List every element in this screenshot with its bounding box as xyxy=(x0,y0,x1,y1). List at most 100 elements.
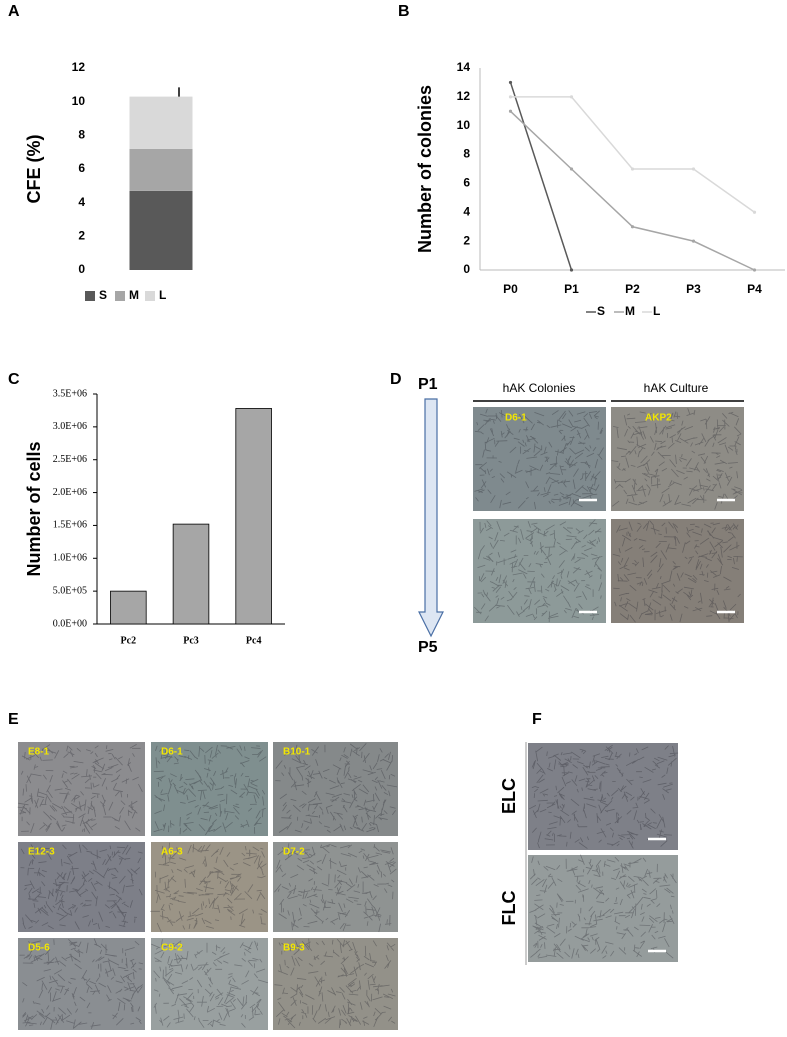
y-tick-label: 0.0E+00 xyxy=(53,618,87,629)
point xyxy=(569,95,574,99)
x-tick-label: P1 xyxy=(564,282,579,296)
micrograph xyxy=(273,938,398,1030)
cell-texture xyxy=(151,939,269,1028)
x-tick-label: P3 xyxy=(686,282,701,296)
micrograph xyxy=(528,854,678,962)
cell-texture xyxy=(529,854,677,959)
x-tick-label: Pc2 xyxy=(121,635,137,646)
legend-label: M xyxy=(625,304,635,318)
y-tick-label: 2 xyxy=(78,229,85,243)
point xyxy=(508,80,513,85)
y-tick-label: 3.5E+06 xyxy=(53,388,87,399)
x-tick-label: Pc3 xyxy=(183,635,199,646)
y-tick-label: 2.5E+06 xyxy=(53,454,87,465)
micrograph xyxy=(273,842,398,933)
x-tick-label: P2 xyxy=(625,282,640,296)
bar-segment xyxy=(129,148,193,191)
cell-texture xyxy=(153,745,267,836)
micrograph xyxy=(17,742,145,836)
micrograph xyxy=(150,842,268,933)
arrow xyxy=(418,398,444,638)
row-label: ELC xyxy=(499,778,519,814)
micrograph-bg xyxy=(473,407,606,511)
y-tick-label: 6 xyxy=(463,176,470,190)
panel-label: E xyxy=(8,711,19,728)
point xyxy=(752,268,757,272)
x-tick-label: Pc4 xyxy=(246,635,262,646)
point xyxy=(691,239,696,243)
image-label: B9-3 xyxy=(283,943,305,954)
legend-label: S xyxy=(99,288,107,302)
image-label: D5-6 xyxy=(28,943,50,954)
y-axis-label: Number of cells xyxy=(24,441,44,576)
image-label: E12-3 xyxy=(28,847,55,858)
x-tick-label: P0 xyxy=(503,282,518,296)
legend-label: M xyxy=(129,288,139,302)
micrograph xyxy=(473,407,606,511)
micrograph xyxy=(611,519,744,623)
micrograph-bg xyxy=(473,519,606,623)
cell-texture xyxy=(474,408,604,510)
micrograph-bg xyxy=(273,842,398,932)
bar-segment xyxy=(129,190,193,270)
micrograph xyxy=(18,938,145,1030)
column-header: hAK Colonies xyxy=(503,381,576,395)
micrograph xyxy=(528,743,679,850)
micrograph-bg xyxy=(18,938,145,1030)
image-label: D6-1 xyxy=(505,413,527,424)
y-tick-label: 3.0E+06 xyxy=(53,421,87,432)
cell-texture xyxy=(275,743,398,833)
legend-swatch xyxy=(115,291,125,301)
bar xyxy=(172,523,210,625)
point xyxy=(508,109,513,113)
y-tick-label: 8 xyxy=(78,128,85,142)
y-tick-label: 0 xyxy=(78,262,85,276)
y-tick-label: 2 xyxy=(463,233,470,247)
panel-label: C xyxy=(8,371,20,388)
y-tick-label: 4 xyxy=(463,204,470,218)
micrograph xyxy=(151,938,269,1030)
y-axis-label: Number of colonies xyxy=(415,85,435,253)
point xyxy=(508,95,513,99)
micrograph xyxy=(473,519,606,623)
image-label: E8-1 xyxy=(28,747,50,758)
column-header: hAK Culture xyxy=(644,381,709,395)
y-axis-label: CFE (%) xyxy=(24,135,44,204)
cell-texture xyxy=(19,938,144,1030)
micrograph-bg xyxy=(151,938,268,1030)
row-label: FLC xyxy=(499,891,519,926)
micrograph xyxy=(273,742,398,836)
cell-texture xyxy=(612,520,743,623)
y-tick-label: 6 xyxy=(78,161,85,175)
micrograph xyxy=(18,842,145,932)
y-tick-label: 10 xyxy=(457,118,471,132)
passage-label: P5 xyxy=(418,639,438,656)
panel-label: D xyxy=(390,371,402,388)
micrograph-bg xyxy=(611,519,744,623)
y-tick-label: 12 xyxy=(72,60,86,74)
bar xyxy=(110,590,147,625)
passage-label: P1 xyxy=(418,376,438,393)
point xyxy=(569,167,574,171)
cell-texture xyxy=(274,843,397,933)
x-tick-label: P4 xyxy=(747,282,762,296)
micrograph-bg xyxy=(273,742,398,836)
micrograph-bg xyxy=(18,842,145,932)
point xyxy=(630,167,635,171)
panel-label: A xyxy=(8,3,20,20)
cell-texture xyxy=(274,938,396,1029)
micrograph-bg xyxy=(18,742,145,836)
y-tick-label: 1.5E+06 xyxy=(53,520,87,531)
point xyxy=(691,167,696,171)
legend-swatch xyxy=(145,291,155,301)
cell-texture xyxy=(611,408,743,510)
image-label: C9-2 xyxy=(161,943,183,954)
y-tick-label: 10 xyxy=(72,94,86,108)
micrograph-bg xyxy=(528,855,678,962)
micrograph-bg xyxy=(528,743,678,850)
micrograph-bg xyxy=(611,407,744,511)
micrograph xyxy=(151,742,268,836)
line-series xyxy=(509,82,573,271)
micrograph-bg xyxy=(151,742,268,836)
